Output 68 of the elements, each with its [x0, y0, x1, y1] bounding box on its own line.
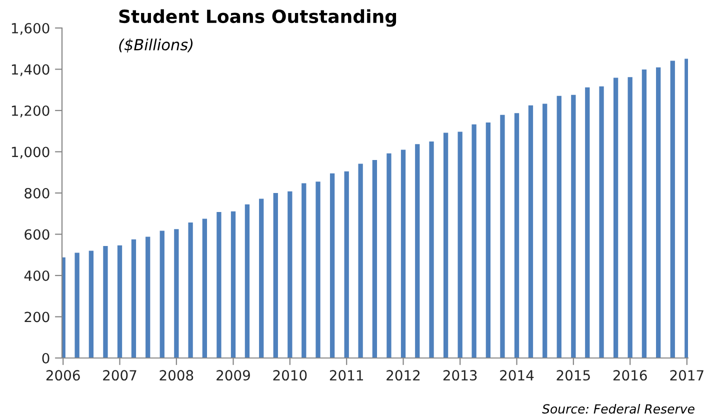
bar	[571, 94, 576, 358]
bar	[131, 239, 136, 358]
y-tick-label: 800	[24, 188, 50, 198]
bar	[88, 250, 94, 358]
bar	[216, 212, 222, 358]
bar	[514, 113, 520, 358]
bar	[146, 236, 150, 358]
y-tick-label: 1,600	[12, 22, 50, 35]
bar	[628, 77, 632, 358]
y-tick-label: 0	[42, 352, 50, 364]
bar	[74, 252, 80, 358]
bar	[585, 87, 590, 358]
bar	[400, 150, 406, 358]
bar	[684, 58, 688, 358]
bar	[358, 164, 363, 358]
x-tick-label: 2016	[613, 370, 647, 381]
bar	[244, 204, 250, 358]
bar	[230, 211, 236, 358]
y-tick-label: 1,200	[12, 105, 50, 118]
bar	[472, 124, 476, 358]
x-tick-label: 2014	[500, 370, 534, 381]
bar	[458, 132, 462, 358]
bar	[500, 114, 505, 358]
bar	[160, 230, 164, 358]
y-tick-label: 1,400	[12, 64, 50, 76]
source-note: Source: Federal Reserve	[542, 404, 694, 414]
bar	[188, 222, 193, 358]
bar	[599, 86, 604, 358]
y-tick-label: 600	[24, 229, 50, 240]
bar	[259, 198, 264, 358]
bar	[486, 122, 491, 358]
chart-title: Student Loans Outstanding	[119, 9, 396, 27]
x-tick-label: 2010	[273, 370, 307, 381]
bar	[103, 246, 108, 358]
bar	[273, 193, 278, 358]
bar	[330, 173, 335, 358]
bar	[613, 78, 618, 358]
bar	[202, 218, 208, 358]
bar	[542, 104, 548, 358]
bar	[429, 141, 434, 358]
x-tick-label: 2007	[103, 370, 136, 381]
bar	[670, 60, 675, 358]
y-tick-label: 400	[24, 270, 50, 281]
bar	[302, 183, 306, 358]
x-tick-label: 2011	[330, 370, 363, 381]
bar	[556, 96, 562, 358]
bar	[372, 160, 378, 358]
x-tick-label: 2009	[216, 370, 250, 381]
x-tick-label: 2012	[386, 370, 420, 381]
x-tick-label: 2008	[160, 370, 194, 381]
bar	[174, 229, 179, 358]
bar	[415, 144, 420, 358]
bar	[117, 245, 122, 358]
bar	[344, 171, 349, 358]
text: ($Billions)	[119, 38, 193, 52]
bar	[316, 182, 320, 358]
bar	[656, 67, 661, 358]
bar	[288, 191, 292, 358]
bar	[386, 153, 392, 358]
x-tick-label: 2017	[670, 370, 704, 381]
x-tick-label: 2015	[556, 370, 590, 381]
bar	[642, 69, 647, 358]
y-tick-label: 1,000	[12, 146, 50, 159]
x-tick-label: 2006	[46, 370, 80, 381]
y-tick-label: 200	[24, 312, 50, 322]
x-tick-label: 2013	[443, 370, 477, 381]
bar	[528, 105, 534, 358]
bar	[443, 132, 448, 358]
